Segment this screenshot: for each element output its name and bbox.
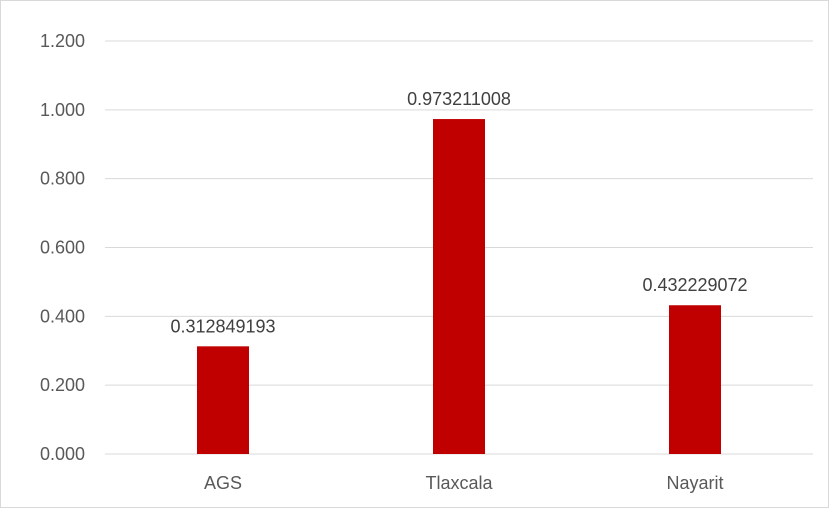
y-tick-label: 1.000 — [40, 100, 85, 120]
y-tick-label: 0.000 — [40, 444, 85, 464]
data-label-tlaxcala: 0.973211008 — [407, 89, 511, 109]
x-tick-label-ags: AGS — [204, 473, 242, 493]
bar-ags — [197, 346, 249, 454]
bar-nayarit — [669, 305, 721, 454]
y-tick-label: 0.200 — [40, 375, 85, 395]
y-tick-label: 0.400 — [40, 306, 85, 326]
data-label-ags: 0.312849193 — [170, 316, 275, 336]
y-tick-label: 0.800 — [40, 169, 85, 189]
data-label-nayarit: 0.432229072 — [642, 275, 747, 295]
y-tick-label: 1.200 — [40, 31, 85, 51]
x-axis: AGS Tlaxcala Nayarit — [204, 473, 724, 493]
y-tick-label: 0.600 — [40, 238, 85, 258]
y-axis: 0.000 0.200 0.400 0.600 0.800 1.000 1.200 — [40, 31, 85, 464]
bar-tlaxcala — [433, 119, 485, 454]
data-labels: 0.312849193 0.973211008 0.432229072 — [170, 89, 747, 336]
x-tick-label-nayarit: Nayarit — [666, 473, 723, 493]
x-tick-label-tlaxcala: Tlaxcala — [425, 473, 493, 493]
bars — [197, 119, 721, 454]
